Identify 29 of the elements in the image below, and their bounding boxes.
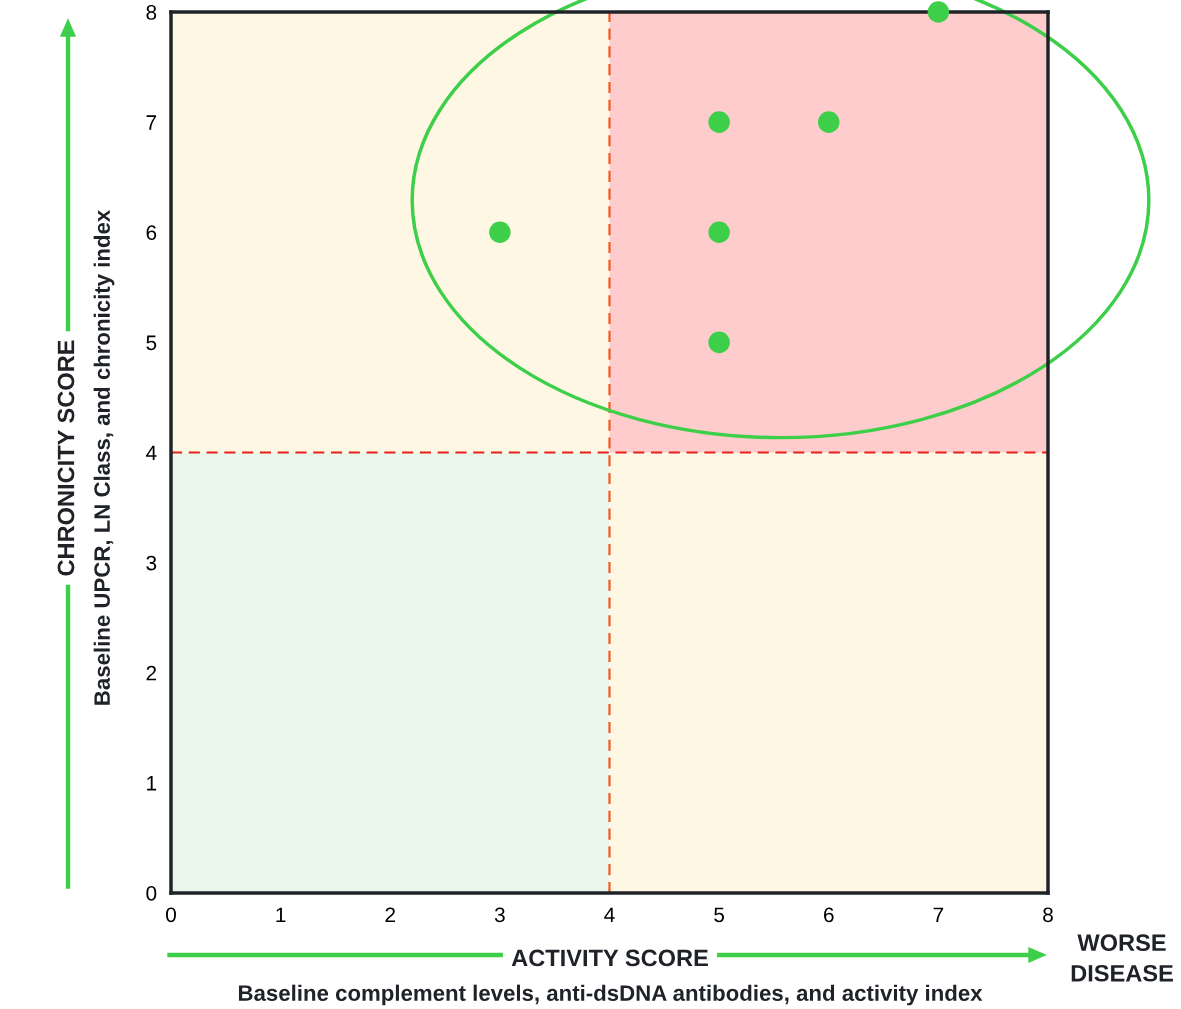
text: Baseline complement levels, anti-dsDNA antibodies, and activity index (238, 984, 983, 1006)
x-tick-label: 5 (714, 907, 725, 923)
y-tick-label: 3 (146, 555, 157, 571)
x-tick-label: 1 (276, 907, 286, 922)
y-tick-label: 7 (146, 115, 157, 130)
point (708, 331, 730, 354)
x-tick-label: 0 (166, 907, 176, 923)
point (708, 221, 730, 244)
y-tick-label: 1 (147, 776, 157, 791)
point (927, 1, 950, 23)
point (817, 111, 840, 133)
x-tick-label: 7 (933, 907, 944, 922)
point (489, 221, 511, 244)
x-tick-label: 4 (604, 907, 615, 922)
x-tick-label: 2 (385, 907, 395, 922)
y-tick-label: 6 (146, 225, 157, 240)
x-tick-label: 6 (824, 907, 834, 923)
x-tick-label: 8 (1043, 907, 1053, 923)
y-tick-label: 8 (146, 5, 157, 20)
y-tick-label: 0 (146, 886, 157, 901)
point (708, 111, 730, 133)
y-tick-label: 4 (146, 445, 157, 461)
y-tick-label: 5 (146, 335, 157, 351)
y-tick-label: 2 (146, 665, 157, 681)
y-axis-title: CHRONICITY SCORE (57, 340, 75, 576)
x-tick-label: 3 (494, 907, 505, 923)
x-axis-title: ACTIVITY SCORE (511, 949, 708, 967)
text: WORSE DISEASE (1071, 934, 1173, 982)
text: Baseline UPCR, LN Class, and chronicity index (93, 209, 115, 705)
